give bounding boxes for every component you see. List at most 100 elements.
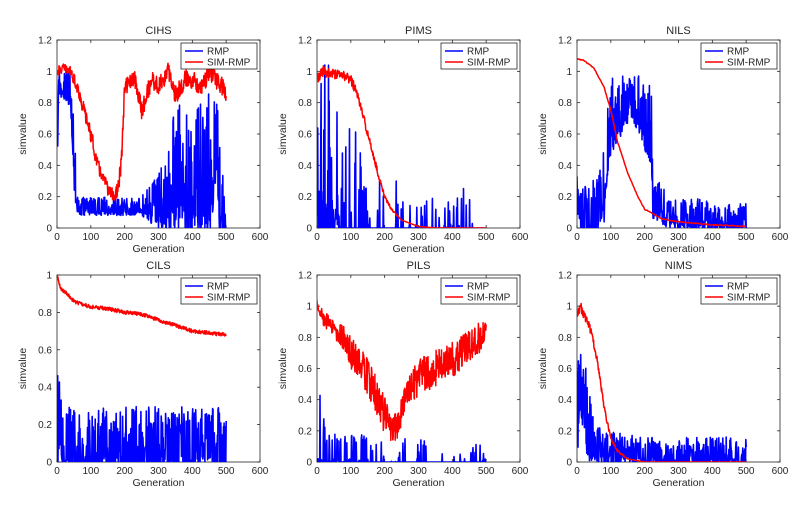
x-tick-label: 0	[574, 232, 580, 243]
legend-label: SIM-RMP	[727, 58, 771, 69]
x-tick-label: 500	[218, 232, 235, 243]
x-tick-label: 600	[772, 232, 789, 243]
legend-label: RMP	[467, 282, 490, 293]
x-tick-label: 0	[314, 232, 320, 243]
x-tick-label: 0	[314, 466, 320, 477]
y-tick-label: 0.6	[558, 364, 572, 375]
y-tick-label: 0.8	[38, 98, 52, 109]
x-tick-label: 200	[376, 232, 393, 243]
y-tick-label: 0	[566, 458, 572, 469]
y-tick-label: 0	[46, 224, 52, 235]
x-tick-label: 0	[54, 232, 60, 243]
y-tick-label: 0.4	[298, 395, 312, 406]
legend-label: SIM-RMP	[207, 293, 251, 304]
series-line-rmp	[317, 394, 487, 462]
y-tick-label: 0	[46, 458, 52, 469]
x-tick-label: 500	[218, 466, 235, 477]
legend-box	[180, 42, 258, 70]
y-axis-label: simvalue	[277, 348, 289, 390]
y-tick-label: 0.6	[38, 130, 52, 141]
x-tick-label: 300	[410, 232, 427, 243]
plot-area	[576, 274, 781, 463]
chart-panel-cihs: CIHS 0 100 200 300 400 500 600 0 0.2 0.4 0.6 0.8 1 1.2…	[17, 25, 269, 255]
x-axis-label: Generation	[393, 477, 445, 489]
series-line-rmp	[317, 64, 487, 228]
legend-box	[180, 277, 258, 305]
y-axis-label: simvalue	[277, 113, 289, 155]
x-axis-label: Generation	[133, 243, 185, 255]
chart-title: PIMS	[405, 25, 432, 37]
x-tick-label: 400	[444, 232, 461, 243]
x-tick-label: 500	[478, 466, 495, 477]
y-tick-label: 0.8	[558, 333, 572, 344]
series-line-sim-rmp	[317, 300, 487, 442]
legend-label: SIM-RMP	[207, 58, 251, 69]
x-tick-label: 500	[478, 232, 495, 243]
y-tick-label: 0.6	[38, 345, 52, 356]
series-line-rmp	[57, 374, 227, 462]
chart-panel-cils: CILS 0 100 200 300 400 500 600 0 0.2 0.4 0.6 0.8 1 Gen…	[17, 260, 269, 489]
x-tick-label: 200	[636, 466, 653, 477]
y-tick-label: 1	[566, 302, 572, 313]
series-line-sim-rmp	[577, 302, 747, 462]
legend-label: RMP	[207, 47, 230, 58]
y-tick-label: 1	[306, 67, 312, 78]
chart-title: PILS	[407, 260, 431, 272]
x-tick-label: 400	[184, 232, 201, 243]
y-axis-label: simvalue	[537, 113, 549, 155]
x-tick-label: 400	[704, 466, 721, 477]
chart-panel-pils: PILS 0 100 200 300 400 500 600 0 0.2 0.4 0.6 0.8 1 1.2…	[277, 260, 529, 489]
x-tick-label: 100	[602, 466, 619, 477]
series-line-sim-rmp	[317, 65, 487, 228]
x-tick-label: 300	[150, 232, 167, 243]
y-tick-label: 1.2	[38, 36, 52, 47]
x-tick-label: 300	[670, 466, 687, 477]
x-tick-label: 600	[252, 232, 269, 243]
series-line-sim-rmp	[57, 62, 227, 201]
y-tick-label: 0.2	[558, 192, 572, 203]
y-tick-label: 1	[46, 271, 52, 282]
legend-label: RMP	[207, 282, 230, 293]
y-tick-label: 0.8	[38, 308, 52, 319]
x-tick-label: 100	[82, 232, 99, 243]
legend-label: SIM-RMP	[467, 58, 511, 69]
y-tick-label: 0.6	[298, 130, 312, 141]
y-tick-label: 0.8	[298, 98, 312, 109]
chart-title: CILS	[146, 260, 170, 272]
y-tick-label: 1.2	[298, 271, 312, 282]
x-tick-label: 100	[342, 232, 359, 243]
y-tick-label: 1	[46, 67, 52, 78]
x-tick-label: 200	[376, 466, 393, 477]
x-tick-label: 600	[512, 232, 529, 243]
x-tick-label: 600	[772, 466, 789, 477]
x-axis-label: Generation	[393, 243, 445, 255]
y-tick-label: 0.4	[38, 161, 52, 172]
legend-box	[700, 277, 778, 305]
x-axis-label: Generation	[133, 477, 185, 489]
y-tick-label: 1.2	[298, 36, 312, 47]
x-tick-label: 100	[342, 466, 359, 477]
x-tick-label: 200	[116, 232, 133, 243]
y-axis-label: simvalue	[17, 348, 29, 390]
y-tick-label: 0.8	[558, 98, 572, 109]
legend-label: RMP	[467, 47, 490, 58]
x-tick-label: 400	[444, 466, 461, 477]
legend-label: RMP	[727, 47, 750, 58]
x-tick-label: 300	[410, 466, 427, 477]
y-tick-label: 0.6	[298, 364, 312, 375]
y-tick-label: 0	[306, 458, 312, 469]
chart-title: CIHS	[145, 25, 171, 37]
x-tick-label: 500	[738, 466, 755, 477]
y-axis-label: simvalue	[17, 113, 29, 155]
y-tick-label: 1	[306, 302, 312, 313]
y-axis-label: simvalue	[537, 348, 549, 390]
y-tick-label: 0	[306, 224, 312, 235]
legend-box	[440, 42, 518, 70]
x-tick-label: 600	[512, 466, 529, 477]
x-tick-label: 300	[670, 232, 687, 243]
chart-panel-nims: NIMS 0 100 200 300 400 500 600 0 0.2 0.4 0.6 0.8 1 1.2…	[537, 260, 789, 489]
series-line-rmp	[577, 353, 747, 462]
